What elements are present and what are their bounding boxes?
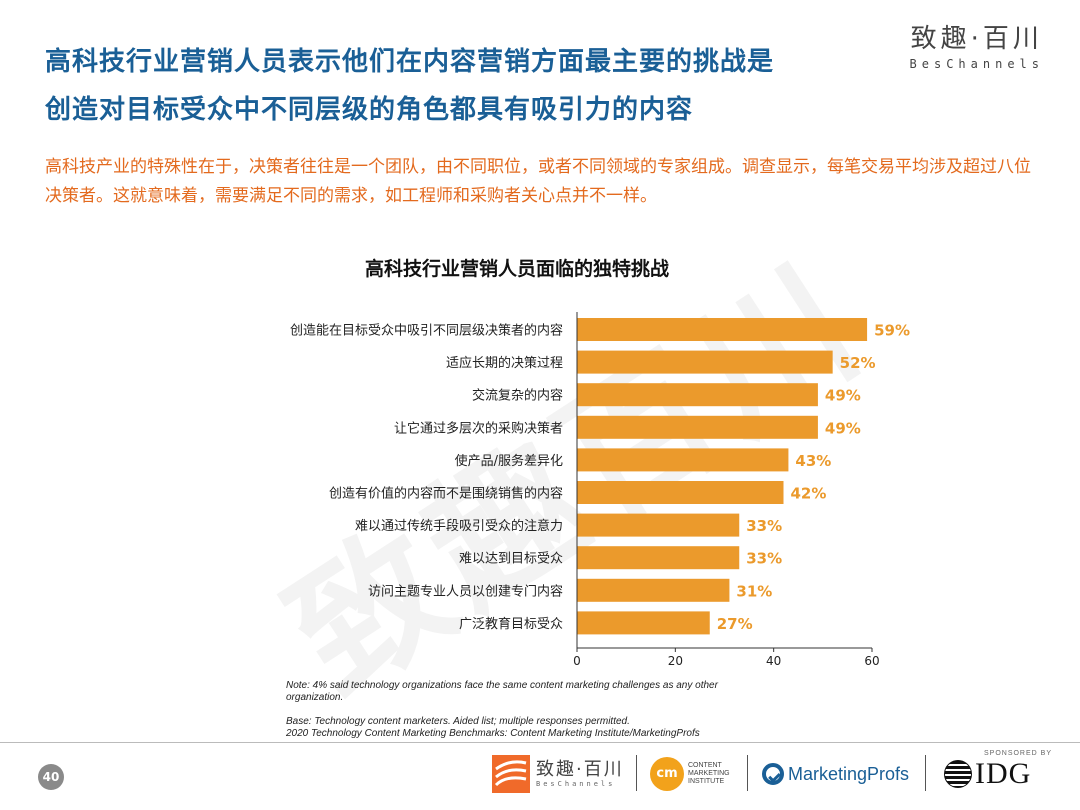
logo-top-cn: 致趣·百川 (910, 24, 1043, 54)
category-label: 适应长期的决策过程 (446, 355, 563, 371)
bar (577, 448, 789, 472)
beschannels-logo-top: 致趣·百川 BesChannels (910, 18, 1044, 71)
idg-text: IDG (975, 757, 1032, 790)
cmi-text-line: CONTENT (688, 762, 722, 769)
category-label: 使产品/服务差异化 (455, 453, 563, 469)
note-text: Note: 4% said technology organizations f… (286, 680, 718, 703)
bar (577, 513, 740, 537)
marketingprofs-text: MarketingProfs (788, 763, 910, 784)
category-label: 难以达到目标受众 (459, 552, 563, 567)
chart-title: 高科技行业营销人员面临的独特挑战 (364, 258, 669, 280)
cmi-text: CONTENT MARKETING INSTITUTE (688, 762, 730, 786)
cmi-text-line: MARKETING (688, 770, 730, 777)
marketingprofs-check-icon (762, 763, 784, 785)
category-label: 访问主题专业人员以创建专门内容 (368, 583, 563, 599)
footer-divider (0, 742, 1080, 743)
bar (577, 383, 818, 407)
value-label: 33% (746, 517, 782, 535)
bar (577, 350, 833, 374)
source-text: 2020 Technology Content Marketing Benchm… (286, 728, 700, 739)
value-label: 33% (746, 550, 782, 568)
idg-globe-icon (944, 760, 972, 788)
bar-chart: 创造能在目标受众中吸引不同层级决策者的内容 59% 适应长期的决策过程 52% 交流复杂… (290, 312, 910, 668)
category-label: 创造有价值的内容而不是围绕销售的内容 (329, 486, 563, 502)
bar (577, 481, 784, 504)
page-title: 高科技行业营销人员表示他们在内容营销方面最主要的挑战是 创造对目标受众中不同层级… (45, 38, 774, 134)
x-tick-label: 20 (668, 654, 683, 668)
logo-top-en: BesChannels (909, 57, 1044, 71)
category-label: 广泛教育目标受众 (459, 616, 563, 632)
intro-paragraph: 高科技产业的特殊性在于，决策者往往是一个团队，由不同职位，或者不同领域的专家组成… (45, 157, 1031, 206)
bar (577, 318, 868, 341)
category-label: 交流复杂的内容 (472, 388, 563, 404)
title-line-2: 创造对目标受众中不同层级的角色都具有吸引力的内容 (45, 95, 694, 125)
x-tick-label: 60 (864, 654, 879, 668)
bar (577, 611, 710, 635)
value-label: 42% (791, 485, 827, 503)
footer-separator (747, 755, 748, 791)
page-number: 40 (38, 764, 64, 790)
cmi-logo: cm CONTENT MARKETING INSTITUTE (650, 752, 730, 796)
cmi-text-line: INSTITUTE (688, 778, 725, 785)
sponsored-by-label: SPONSORED BY (983, 750, 1052, 757)
value-label: 27% (717, 615, 753, 633)
chart-notes: Note: 4% said technology organizations f… (286, 680, 756, 740)
base-text: Base: Technology content marketers. Aide… (286, 716, 630, 727)
footer-bc-cn: 致趣·百川 (536, 759, 624, 780)
bar (577, 415, 818, 439)
bar (577, 546, 740, 570)
value-label: 49% (825, 419, 861, 437)
value-label: 59% (874, 322, 910, 340)
value-label: 31% (736, 582, 772, 600)
cmi-mark-icon: cm (650, 757, 684, 791)
footer-bc-en: BesChannels (536, 780, 616, 788)
value-label: 49% (825, 387, 861, 405)
marketingprofs-logo: MarketingProfs (762, 752, 909, 796)
x-tick-label: 40 (766, 654, 781, 668)
value-label: 43% (795, 452, 831, 470)
value-label: 52% (840, 354, 876, 372)
bar (577, 578, 730, 602)
beschannels-mark-icon (492, 755, 530, 793)
x-tick-label: 0 (573, 654, 581, 668)
category-label: 难以通过传统手段吸引受众的注意力 (355, 518, 563, 534)
footer-separator (925, 755, 926, 791)
title-line-1: 高科技行业营销人员表示他们在内容营销方面最主要的挑战是 (45, 47, 775, 77)
beschannels-logo-footer: 致趣·百川 BesChannels (492, 752, 624, 796)
category-label: 创造能在目标受众中吸引不同层级决策者的内容 (290, 323, 563, 339)
category-label: 让它通过多层次的采购决策者 (394, 420, 563, 436)
footer-separator (636, 755, 637, 791)
idg-logo: IDG (944, 752, 1031, 796)
